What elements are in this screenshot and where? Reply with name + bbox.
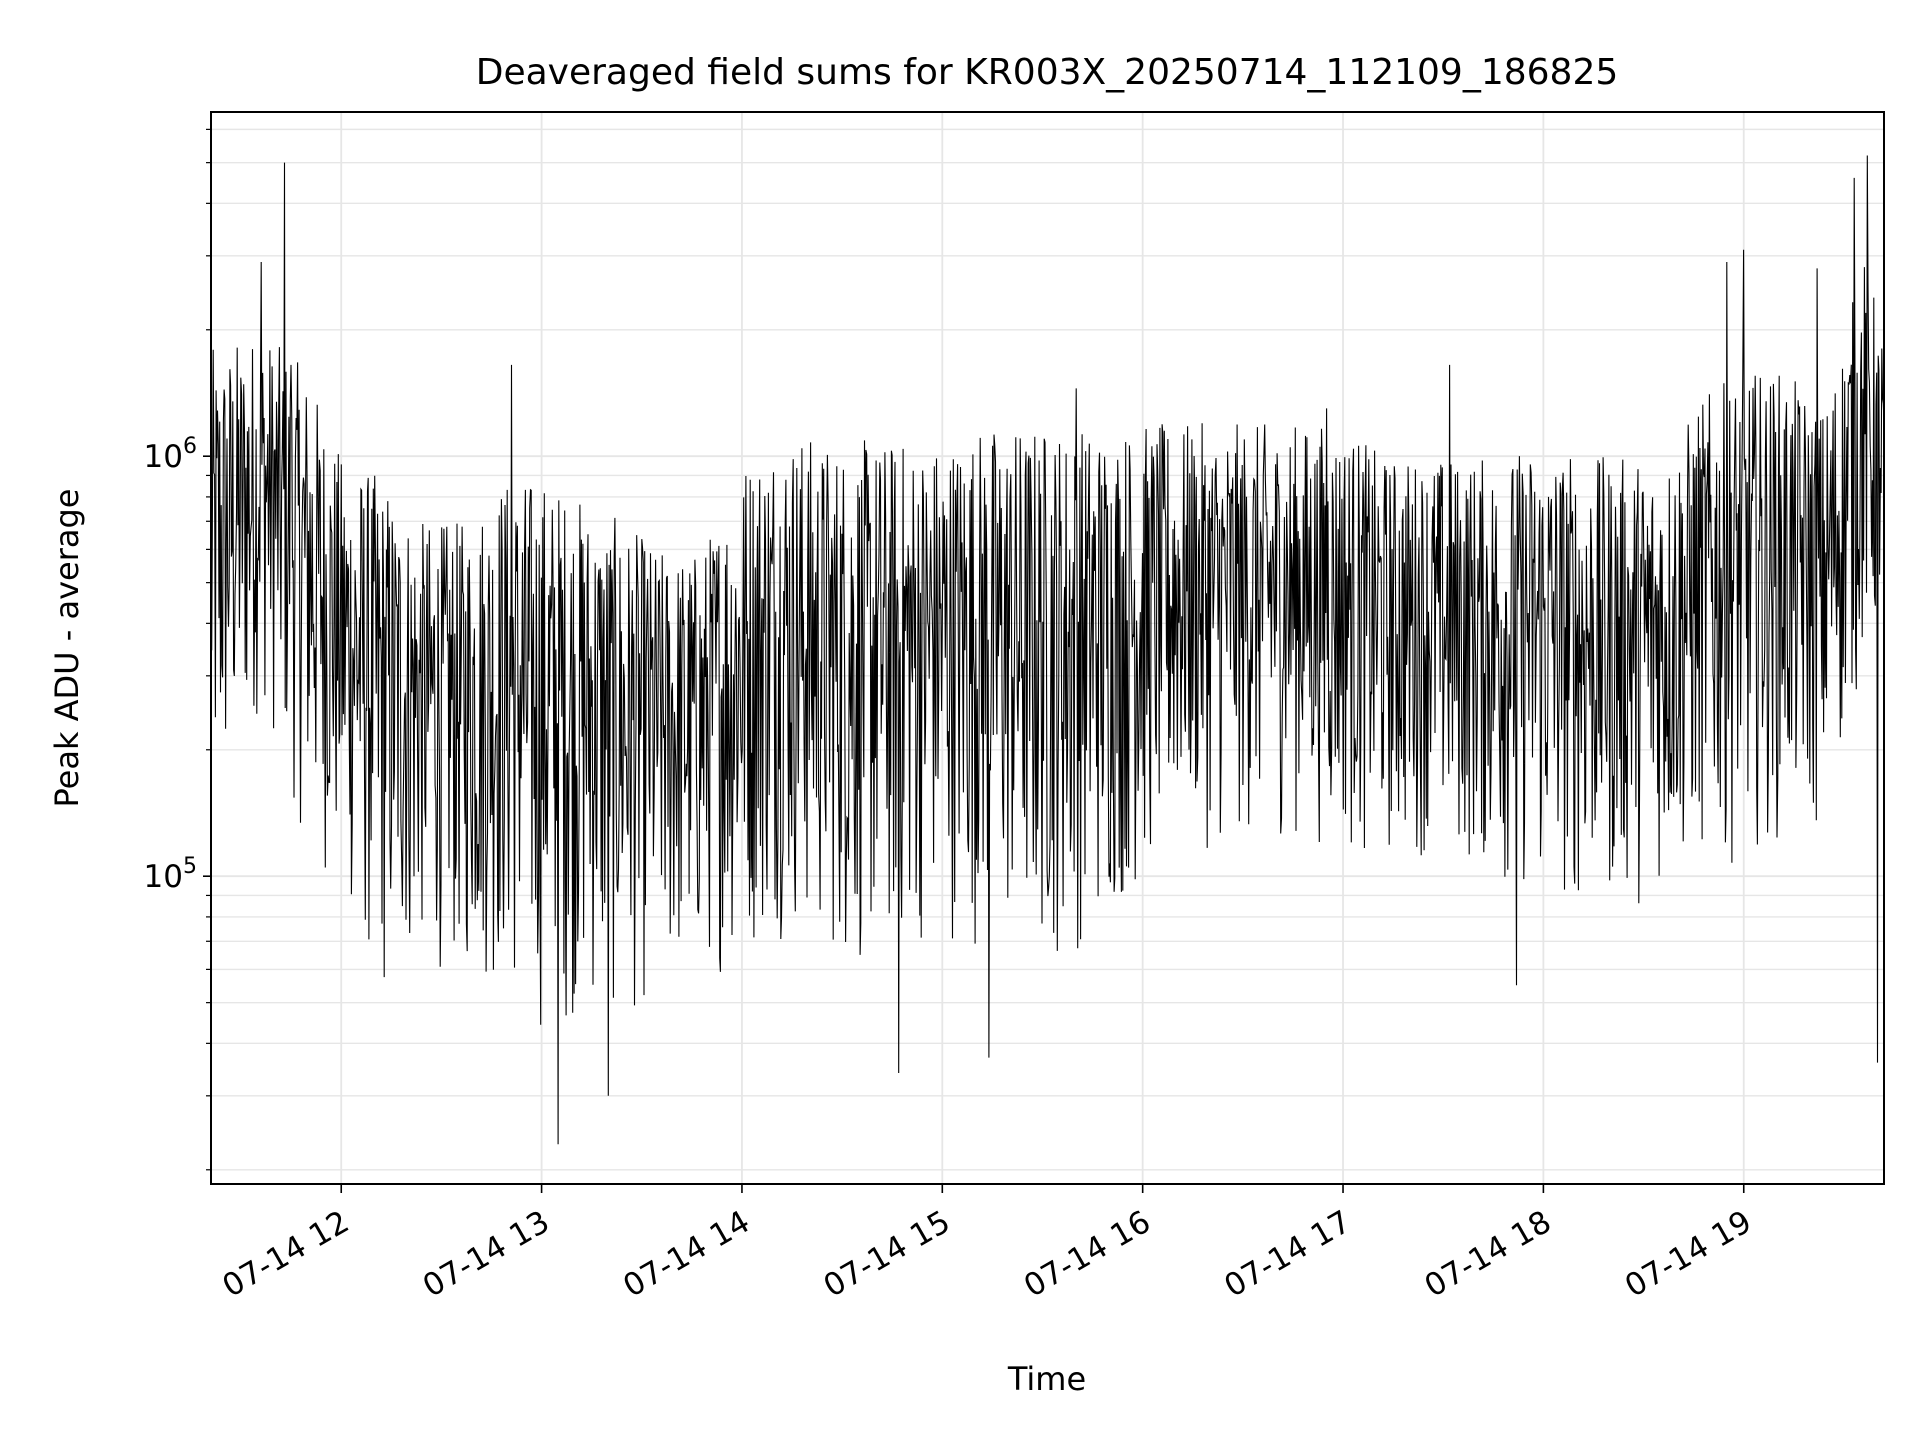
x-axis-label: Time (1007, 1360, 1086, 1398)
chart-title: Deaveraged field sums for KR003X_2025071… (476, 52, 1619, 93)
y-tick-label: 106 (144, 434, 197, 475)
plot-series-line (210, 155, 1885, 1145)
y-axis-label: Peak ADU - average (48, 489, 86, 808)
y-tick-base: 10 (144, 859, 183, 895)
plot-area-frame (210, 111, 1885, 1185)
y-tick-label: 105 (144, 854, 197, 895)
y-tick-exponent: 6 (183, 434, 197, 459)
series-line-peak-adu (210, 155, 1885, 1145)
y-tick-exponent: 5 (183, 854, 197, 879)
y-tick-base: 10 (144, 439, 183, 475)
